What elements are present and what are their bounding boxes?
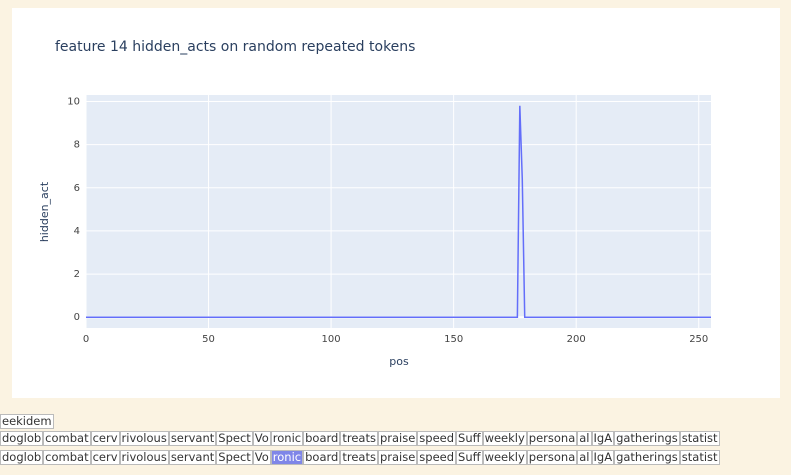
chart: feature 14 hidden_acts on random repeate… xyxy=(12,8,780,398)
token: speed xyxy=(417,431,457,446)
token: persona xyxy=(526,431,578,446)
token: cerv xyxy=(90,450,120,465)
token: board xyxy=(303,450,341,465)
token: rivolous xyxy=(119,450,169,465)
token: combat xyxy=(43,431,91,446)
token: statist xyxy=(679,431,720,446)
plot-area xyxy=(86,95,711,328)
line xyxy=(86,105,711,318)
token-row: doglob combat cerv rivolous servant Spect Vo ro… xyxy=(0,450,791,466)
token: cerv xyxy=(90,431,120,446)
token: praise xyxy=(377,431,418,446)
y-tick-label: 10 xyxy=(67,96,80,107)
token: Vo xyxy=(252,450,271,465)
token: weekly xyxy=(482,450,527,465)
y-axis-label: hidden_act xyxy=(38,181,51,242)
token: persona xyxy=(526,450,578,465)
y-tick-label: 0 xyxy=(74,312,80,323)
token: servant xyxy=(168,450,217,465)
token: speed xyxy=(417,450,457,465)
x-axis-label: pos xyxy=(389,355,409,368)
token-row: doglob combat cerv rivolous servant Spect Vo ro… xyxy=(0,431,791,447)
x-tick-label: 50 xyxy=(202,334,215,345)
token: servant xyxy=(168,431,217,446)
x-tick-label: 200 xyxy=(567,334,586,345)
y-tick-label: 4 xyxy=(74,226,80,237)
token: praise xyxy=(377,450,418,465)
token: weekly xyxy=(482,431,527,446)
token: combat xyxy=(43,450,91,465)
chart-title: feature 14 hidden_acts on random repeate… xyxy=(55,39,415,55)
token: Spect xyxy=(216,450,253,465)
token: Vo xyxy=(252,431,271,446)
token-row: eekidem xyxy=(0,414,791,430)
token: doglob xyxy=(0,431,44,446)
x-tick-label: 0 xyxy=(83,334,89,345)
y-tick-label: 2 xyxy=(74,269,80,280)
x-tick-label: 100 xyxy=(322,334,341,345)
token: gatherings xyxy=(614,450,680,465)
token: doglob xyxy=(0,450,44,465)
token: IgA xyxy=(591,431,615,446)
token: gatherings xyxy=(614,431,680,446)
token: IgA xyxy=(591,450,615,465)
token: statist xyxy=(679,450,720,465)
token: rivolous xyxy=(119,431,169,446)
token: ronic xyxy=(270,450,304,465)
token: al xyxy=(577,450,592,465)
y-tick-label: 6 xyxy=(74,183,80,194)
token: Spect xyxy=(216,431,253,446)
token-rows: eekidem doglob combat cerv rivolous servant Sp… xyxy=(0,414,791,469)
token: board xyxy=(303,431,341,446)
token: al xyxy=(577,431,592,446)
token: eekidem xyxy=(0,414,54,429)
token: Suff xyxy=(456,431,483,446)
y-tick-label: 8 xyxy=(74,140,80,151)
token: Suff xyxy=(456,450,483,465)
x-tick-label: 150 xyxy=(444,334,463,345)
token: treats xyxy=(340,431,378,446)
token: ronic xyxy=(270,431,304,446)
token: treats xyxy=(340,450,378,465)
x-tick-label: 250 xyxy=(689,334,708,345)
